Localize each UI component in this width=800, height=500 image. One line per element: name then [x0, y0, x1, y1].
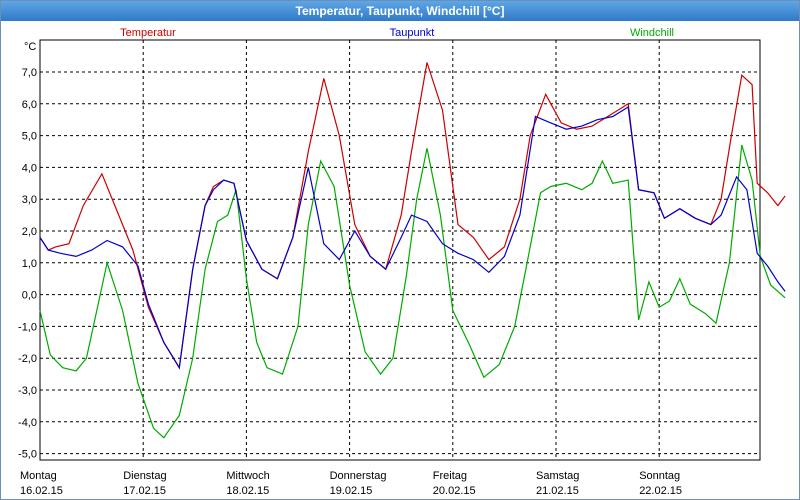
legend-temperatur: Temperatur — [120, 27, 176, 39]
y-ticks: 7,0 6,0 5,0 4,0 3,0 2,0 1,0 0,0 -1,0 -2,0 -3,0 -4,0… — [18, 67, 37, 461]
x-ticks: Montag 16.02.15 Dienstag 17.02.15 Mittwoch 18… — [20, 470, 682, 497]
x-tick-day: Samstag — [536, 470, 579, 482]
y-tick-label: -3,0 — [18, 385, 37, 397]
legend-taupunkt: Taupunkt — [390, 27, 435, 39]
series-line-windchill — [39, 144, 786, 439]
x-tick-day: Montag — [20, 470, 57, 482]
y-tick-label: 6,0 — [22, 99, 37, 111]
x-tick-date: 19.02.15 — [330, 485, 373, 497]
y-tick-label: 1,0 — [22, 258, 37, 270]
x-tick-date: 17.02.15 — [123, 485, 166, 497]
y-tick-label: 0,0 — [22, 290, 37, 302]
y-tick-label: -1,0 — [18, 321, 37, 333]
y-tick-label: 7,0 — [22, 67, 37, 79]
x-tick-date: 20.02.15 — [433, 485, 476, 497]
legend-windchill: Windchill — [630, 27, 674, 39]
y-tick-label: 4,0 — [22, 162, 37, 174]
x-tick-day: Freitag — [433, 470, 467, 482]
series-line-taupunkt — [39, 105, 786, 370]
window-title: Temperatur, Taupunkt, Windchill [°C] — [1, 1, 799, 21]
x-tick-date: 21.02.15 — [536, 485, 579, 497]
series-lines — [39, 62, 786, 439]
y-tick-label: 2,0 — [22, 226, 37, 238]
x-tick-day: Sonntag — [639, 470, 680, 482]
y-tick-label: 3,0 — [22, 194, 37, 206]
y-tick-label: -4,0 — [18, 417, 37, 429]
y-tick-label: -5,0 — [18, 449, 37, 461]
x-tick-date: 22.02.15 — [639, 485, 682, 497]
y-tick-label: -2,0 — [18, 353, 37, 365]
legend: Temperatur Taupunkt Windchill — [120, 27, 674, 39]
x-tick-date: 18.02.15 — [226, 485, 269, 497]
y-axis-unit-label: °C — [24, 41, 36, 53]
x-tick-day: Donnerstag — [330, 470, 387, 482]
y-tick-label: 5,0 — [22, 131, 37, 143]
x-tick-day: Mittwoch — [226, 470, 269, 482]
x-tick-day: Dienstag — [123, 470, 166, 482]
plot-area — [39, 39, 761, 461]
x-tick-date: 16.02.15 — [20, 485, 63, 497]
